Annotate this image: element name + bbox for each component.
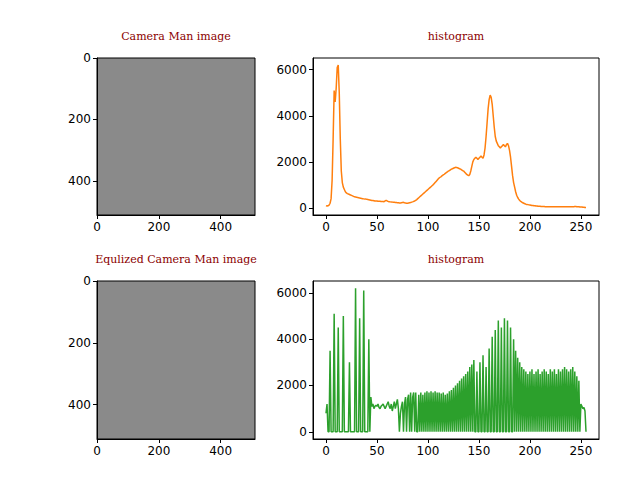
svg-text:0: 0	[93, 220, 101, 234]
svg-text:400: 400	[68, 174, 91, 188]
svg-text:6000: 6000	[276, 286, 307, 300]
svg-text:200: 200	[68, 336, 91, 350]
svg-text:50: 50	[369, 220, 384, 234]
svg-text:100: 100	[417, 220, 440, 234]
svg-text:0: 0	[83, 51, 91, 65]
svg-text:0: 0	[83, 274, 91, 288]
svg-text:200: 200	[518, 444, 541, 458]
svg-text:400: 400	[209, 444, 232, 458]
svg-text:200: 200	[518, 220, 541, 234]
svg-text:6000: 6000	[276, 63, 307, 77]
svg-text:100: 100	[417, 444, 440, 458]
svg-text:Camera Man image: Camera Man image	[121, 30, 231, 43]
svg-text:150: 150	[467, 220, 490, 234]
svg-text:histogram: histogram	[428, 253, 485, 266]
svg-text:4000: 4000	[276, 332, 307, 346]
svg-text:400: 400	[68, 398, 91, 412]
svg-text:0: 0	[299, 425, 307, 439]
svg-text:250: 250	[569, 444, 592, 458]
svg-text:150: 150	[467, 444, 490, 458]
svg-text:400: 400	[209, 220, 232, 234]
svg-text:200: 200	[68, 112, 91, 126]
svg-text:0: 0	[322, 220, 330, 234]
svg-text:2000: 2000	[276, 155, 307, 169]
svg-text:0: 0	[93, 444, 101, 458]
svg-text:250: 250	[569, 220, 592, 234]
svg-text:histogram: histogram	[428, 30, 485, 43]
svg-text:200: 200	[147, 444, 170, 458]
svg-text:200: 200	[147, 220, 170, 234]
svg-text:0: 0	[299, 201, 307, 215]
svg-text:4000: 4000	[276, 109, 307, 123]
svg-text:50: 50	[369, 444, 384, 458]
svg-text:0: 0	[322, 444, 330, 458]
svg-text:Equlized Camera Man image: Equlized Camera Man image	[95, 253, 257, 266]
svg-text:2000: 2000	[276, 378, 307, 392]
